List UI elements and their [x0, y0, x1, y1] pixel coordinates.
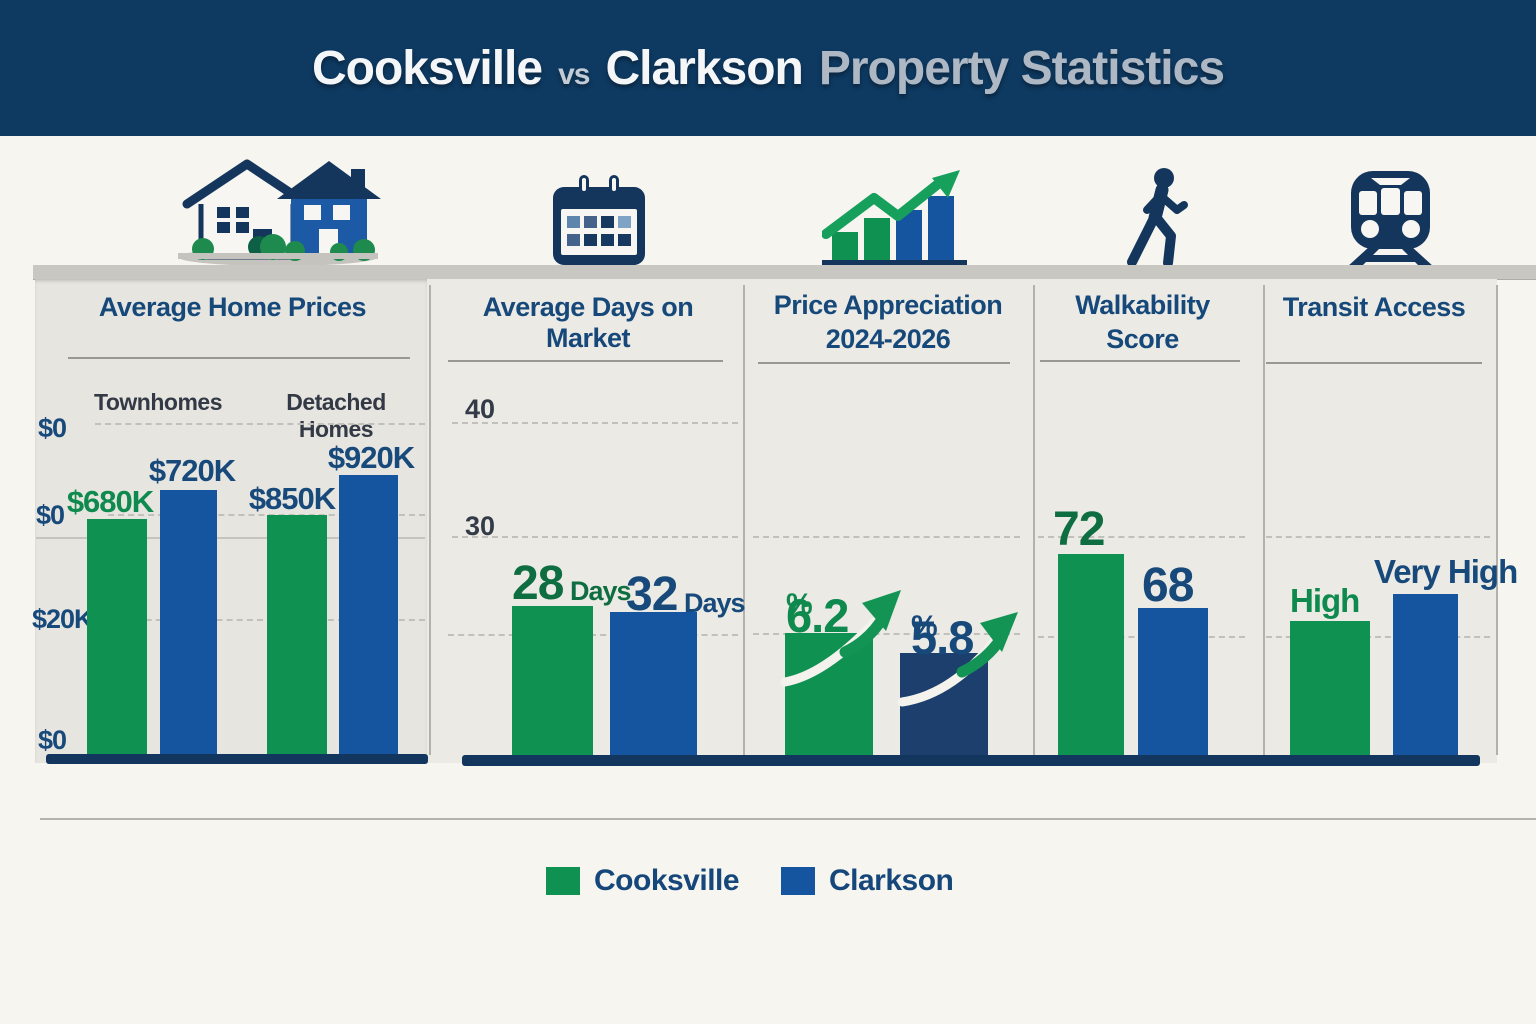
panel2-ytick-40: 40 — [465, 394, 496, 424]
legend-label-cooksville: Cooksville — [594, 864, 740, 897]
value-clarkson-townhomes: $720K — [148, 453, 236, 488]
panel1-gridline — [95, 423, 425, 425]
appreciation-arrows — [780, 590, 1018, 707]
panel1-ytick-3: $0 — [38, 725, 67, 755]
legend-label-clarkson: Clarkson — [829, 864, 954, 897]
panel3-gridline — [753, 536, 1020, 538]
panel-divider-1 — [429, 285, 431, 755]
bar-cooksville-days — [512, 606, 593, 755]
panel-divider-3 — [1033, 285, 1035, 755]
panel2-gridline — [452, 422, 738, 424]
panel4-subtitle: Score — [1106, 324, 1179, 354]
panel1-title-rule — [68, 357, 410, 359]
strip-right-border — [1496, 285, 1498, 755]
panel1-title: Average Home Prices — [98, 292, 367, 322]
title-vs: vs — [558, 57, 590, 91]
panel1-ytick-0: $0 — [38, 413, 67, 443]
unit-cooksville-days: Days — [570, 576, 632, 606]
panel3-gridline — [753, 633, 1020, 635]
panel2-gridline — [448, 634, 738, 636]
bar-cooksville-appreciation — [785, 633, 873, 755]
panel1-gridline — [95, 619, 425, 621]
panel1-gridline — [108, 514, 425, 516]
legend-item-cooksville: Cooksville — [546, 864, 740, 898]
legend-swatch-clarkson — [781, 867, 815, 895]
title-suffix: Property Statistics — [818, 41, 1225, 95]
panel3-subtitle: 2024-2026 — [825, 324, 951, 354]
panels-axis-baseline — [462, 755, 1480, 766]
appreciation-number-clarkson: 5.8 — [911, 611, 974, 664]
panel4-gridline — [1038, 536, 1245, 538]
bar-clarkson-days — [610, 612, 697, 755]
panel5-title-rule — [1266, 362, 1482, 364]
panel4-title-rule — [1040, 360, 1240, 362]
panel1-gridline-solid — [36, 537, 425, 539]
bar-clarkson-detached — [339, 475, 398, 754]
bar-cooksville-detached — [267, 515, 327, 754]
bar-cooksville-townhomes — [87, 519, 147, 754]
page-title: Cooksville vs Clarkson Property Statisti… — [311, 41, 1225, 96]
panel1-category-townhomes: Townhomes — [94, 389, 222, 415]
appreciation-unit-cooksville: % — [786, 588, 813, 621]
panel4-title: Walkability — [1075, 290, 1210, 320]
footer-divider — [40, 818, 1536, 820]
value-cooksville-townhomes: $680K — [66, 484, 154, 519]
panel1-ytick-1: $0 — [36, 500, 65, 530]
bar-clarkson-walkability — [1138, 608, 1208, 755]
title-brand-a: Cooksville — [311, 41, 543, 95]
legend-swatch-cooksville — [546, 867, 580, 895]
pedestrian-icon — [1127, 168, 1188, 268]
panel3-title-rule — [758, 362, 1010, 364]
panel-divider-2 — [743, 285, 745, 755]
header-banner: Cooksville vs Clarkson Property Statisti… — [0, 0, 1536, 136]
panel1-category-detached: Detached Homes — [286, 389, 386, 442]
panel2-gridline — [452, 536, 738, 538]
bar-clarkson-townhomes — [160, 490, 217, 754]
panel2-title-rule — [448, 360, 723, 362]
value-cooksville-detached: $850K — [248, 481, 336, 516]
appreciation-number-cooksville: 6.2 — [786, 589, 849, 642]
value-cooksville-days: 28 — [512, 557, 564, 610]
title-brand-b: Clarkson — [605, 41, 803, 95]
bar-clarkson-transit — [1393, 594, 1458, 755]
panel2-title: Average Days on Market — [482, 292, 694, 353]
calendar-icon — [553, 175, 645, 265]
panel1-axis-baseline — [46, 754, 428, 764]
unit-clarkson-days: Days — [684, 588, 746, 618]
value-cooksville-walkability: 72 — [1053, 503, 1105, 556]
legend-item-clarkson: Clarkson — [781, 864, 954, 898]
houses-icon — [178, 159, 381, 266]
panel-divider-4 — [1263, 285, 1265, 755]
panel1-ytick-2: $20K — [32, 604, 94, 634]
value-clarkson-transit: Very High — [1374, 553, 1518, 590]
value-cooksville-transit: High — [1290, 582, 1360, 619]
icon-shelf — [33, 265, 1536, 280]
appreciation-unit-clarkson: % — [911, 610, 938, 643]
panel5-gridline — [1266, 636, 1490, 638]
growth-chart-icon — [822, 170, 967, 268]
panel3-title: Price Appreciation — [773, 290, 1003, 320]
bar-cooksville-walkability — [1058, 554, 1124, 755]
train-icon — [1347, 171, 1434, 267]
value-clarkson-walkability: 68 — [1142, 559, 1194, 612]
panel5-gridline — [1266, 536, 1490, 538]
value-clarkson-detached: $920K — [327, 440, 415, 475]
bar-cooksville-transit — [1290, 621, 1370, 755]
panel5-title: Transit Access — [1282, 292, 1466, 322]
value-clarkson-days: 32 — [626, 568, 678, 621]
